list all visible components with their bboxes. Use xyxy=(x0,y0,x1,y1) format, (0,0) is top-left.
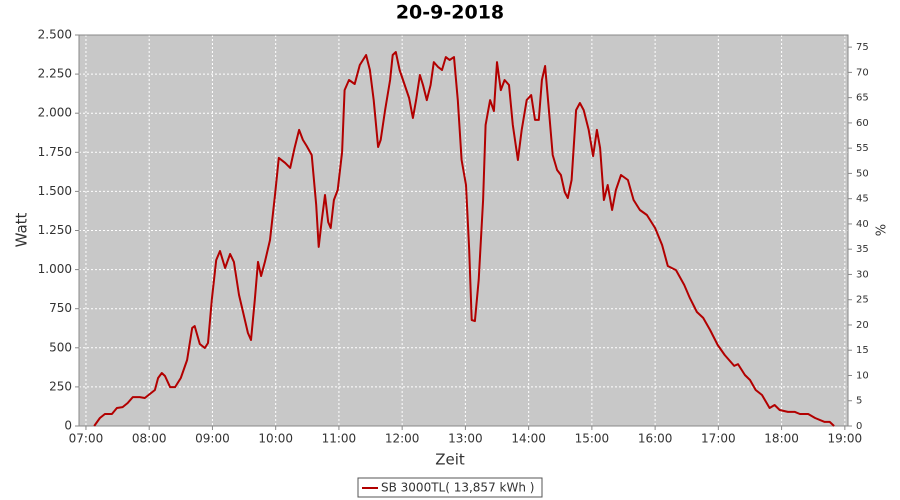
data-line xyxy=(93,51,835,427)
y-tick-label: 1.750 xyxy=(38,145,72,159)
x-tick-label: 18:00 xyxy=(764,432,799,446)
y-tick-label: 1.500 xyxy=(38,184,72,198)
chart-title: 20-9-2018 xyxy=(396,2,504,24)
y-tick-label: 1.000 xyxy=(38,262,72,276)
y-tick-label: 250 xyxy=(49,379,72,393)
y2-tick-label: 60 xyxy=(856,118,869,129)
x-tick-label: 16:00 xyxy=(638,432,673,446)
y-tick-label: 500 xyxy=(49,340,72,354)
y-tick-label: 750 xyxy=(49,301,72,315)
y-axis-title: Watt xyxy=(13,212,31,247)
y2-tick-label: 10 xyxy=(856,370,869,381)
y2-axis-title: % xyxy=(875,224,890,236)
plot-border xyxy=(78,34,849,427)
y2-tick-label: 75 xyxy=(856,42,869,53)
y-tick-label: 0 xyxy=(64,419,72,433)
y2-tick-label: 50 xyxy=(856,168,869,179)
x-tick-label: 10:00 xyxy=(258,432,293,446)
y2-tick-label: 25 xyxy=(856,295,869,306)
legend-label: SB 3000TL( 13,857 kWh ) xyxy=(381,481,534,495)
y-tick-label: 1.250 xyxy=(38,223,72,237)
y2-tick-label: 70 xyxy=(856,67,869,78)
x-tick-label: 15:00 xyxy=(575,432,610,446)
x-tick-label: 09:00 xyxy=(195,432,230,446)
y2-tick-label: 20 xyxy=(856,320,869,331)
y2-tick-label: 35 xyxy=(856,244,869,255)
y-tick-label: 2.500 xyxy=(38,28,72,42)
x-tick-label: 14:00 xyxy=(511,432,546,446)
y2-tick-label: 45 xyxy=(856,194,869,205)
x-tick-label: 07:00 xyxy=(69,432,104,446)
y2-tick-label: 15 xyxy=(856,345,869,356)
x-tick-label: 11:00 xyxy=(322,432,357,446)
y2-tick-label: 40 xyxy=(856,219,869,230)
y2-tick-label: 65 xyxy=(856,93,869,104)
y2-tick-label: 55 xyxy=(856,143,869,154)
x-tick-label: 19:00 xyxy=(828,432,863,446)
x-tick-label: 13:00 xyxy=(448,432,483,446)
x-tick-label: 17:00 xyxy=(701,432,736,446)
y2-tick-label: 30 xyxy=(856,269,869,280)
y2-tick-label: 0 xyxy=(856,421,862,432)
legend xyxy=(357,477,543,498)
y2-tick-label: 5 xyxy=(856,396,862,407)
y-tick-label: 2.000 xyxy=(38,106,72,120)
x-tick-label: 12:00 xyxy=(385,432,420,446)
x-tick-label: 08:00 xyxy=(132,432,167,446)
y-tick-label: 2.250 xyxy=(38,67,72,81)
x-axis-title: Zeit xyxy=(435,451,465,469)
